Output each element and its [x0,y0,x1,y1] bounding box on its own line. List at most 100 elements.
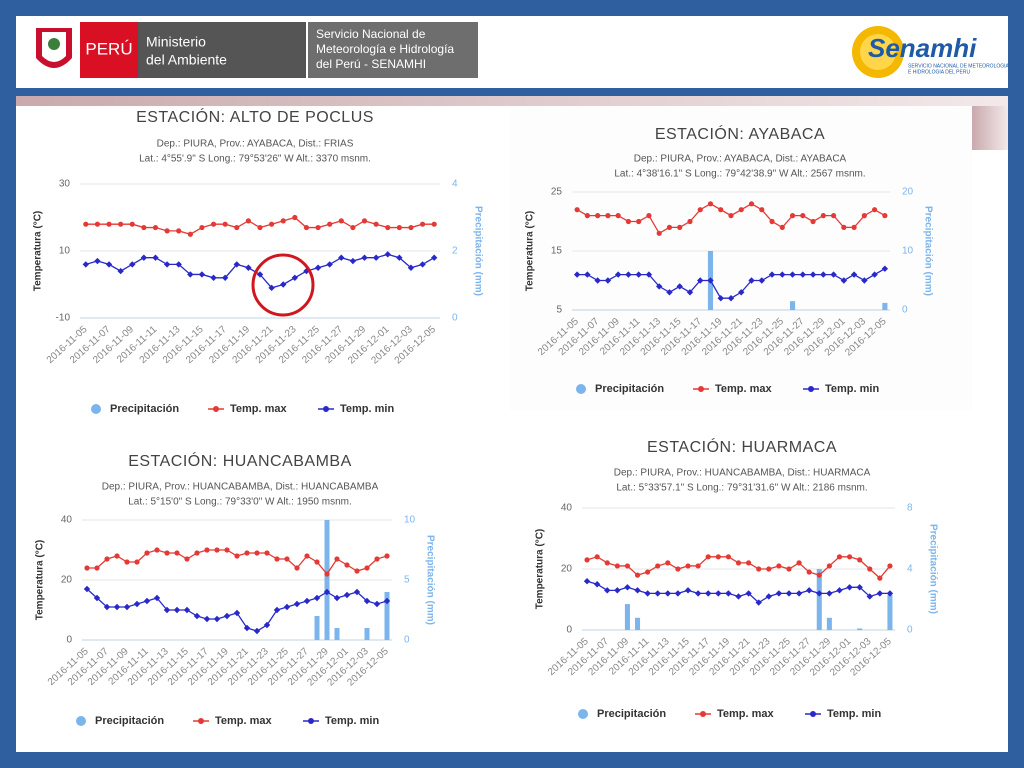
marker [846,554,853,560]
legend-label: Temp. min [340,403,394,415]
marker [214,547,220,553]
marker [625,218,632,225]
y-tick-label: 0 [66,635,72,646]
marker [666,224,673,230]
marker [836,554,843,560]
marker [666,289,673,296]
marker [584,213,590,219]
legend-label: Precipitación [597,708,666,720]
marker [624,563,631,569]
marker [223,612,231,620]
bar [635,617,641,630]
peru-shield [36,28,72,68]
marker [103,603,111,611]
marker [431,221,437,227]
marker [163,606,171,614]
marker [614,587,621,594]
ministry-box [138,22,306,78]
marker [877,575,883,581]
marker [408,224,414,231]
marker [164,550,170,556]
marker [625,271,632,278]
y2-tick-label: 2 [452,246,458,257]
marker [274,556,280,562]
marker [675,566,681,572]
marker [735,593,742,600]
marker [314,559,320,565]
marker [866,593,873,600]
marker [419,261,426,268]
marker [273,606,281,614]
marker [769,218,775,225]
marker [871,271,878,278]
marker [323,588,331,596]
legend-swatch [578,709,588,719]
marker [84,565,90,571]
marker [738,207,744,213]
marker [695,563,701,569]
marker [886,590,894,597]
y2-tick-label: 20 [902,187,914,198]
y-axis-title: Temperatura (°C) [535,529,546,610]
marker [419,221,426,227]
marker [694,590,702,597]
marker [745,590,752,597]
y2-tick-label: 0 [907,625,913,636]
marker [280,218,286,224]
header-strip [16,96,1008,106]
marker [222,221,228,227]
marker [123,603,131,611]
marker [604,587,611,594]
y-tick-label: 20 [61,575,73,586]
y-tick-label: 15 [551,246,563,257]
marker [257,224,263,231]
marker [806,569,812,575]
marker [779,271,786,278]
marker [303,224,310,231]
chart-subtitle: Lat.: 5°33'57.1" S Long.: 79°31'31.6" W … [616,483,867,494]
marker [203,615,211,623]
marker [707,277,714,284]
y-axis-title: Temperatura (°C) [33,211,44,292]
marker [327,221,333,227]
header-bar [16,88,1008,96]
marker [384,553,390,559]
y-axis-title: Temperatura (°C) [35,540,46,621]
marker [765,593,772,600]
legend-label: Temp. min [325,715,379,727]
marker [789,271,796,278]
y2-axis-title: Precipitación (mm) [472,206,483,296]
marker [785,590,793,597]
marker [846,584,853,591]
marker [173,606,181,614]
bar [882,302,888,310]
marker [735,560,742,566]
marker [624,584,631,591]
marker [129,261,136,268]
marker [233,261,240,268]
legend-label: Temp. max [215,715,273,727]
marker [604,277,612,284]
legend-swatch [576,384,586,394]
bar [816,569,822,630]
marker [338,218,344,224]
marker [677,224,683,230]
marker [245,264,252,271]
y-tick-label: 20 [561,564,573,575]
marker [315,224,321,231]
chart-title: ESTACIÓN: HUARMACA [647,437,837,456]
marker [816,572,822,578]
marker [573,271,581,278]
marker [117,267,124,275]
bar [384,592,390,640]
marker [655,283,663,290]
marker [354,568,360,574]
marker [129,221,135,227]
marker [728,213,734,219]
marker [184,556,190,562]
marker [654,590,661,597]
legend-swatch [808,386,814,392]
marker [867,566,873,572]
marker [199,224,205,231]
